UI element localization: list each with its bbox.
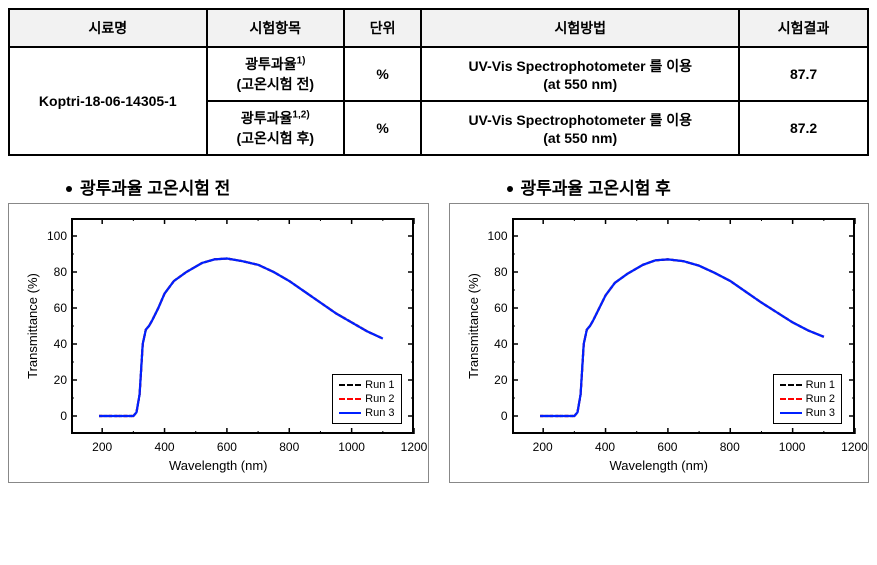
chart-left-col: 광투과율 고온시험 전 0 20 40 60 80 100 200 400 600 800 1000… xyxy=(8,174,429,483)
legend-item: Run 2 xyxy=(339,392,394,406)
x-axis-label: Wavelength (nm) xyxy=(450,458,869,473)
legend-item: Run 1 xyxy=(780,378,835,392)
table-header: 시료명 xyxy=(9,9,207,47)
chart-right-title-text: 광투과율 고온시험 후 xyxy=(521,179,671,198)
chart-right-col: 광투과율 고온시험 후 0 20 40 60 80 100 200 400 600 800 1000… xyxy=(449,174,870,483)
xtick-label: 800 xyxy=(269,440,309,454)
ytick-label: 80 xyxy=(37,265,67,279)
xtick-label: 1000 xyxy=(332,440,372,454)
bullet-icon xyxy=(507,186,513,192)
legend-label: Run 1 xyxy=(806,378,835,392)
chart-left: 02040608010020040060080010001200Transmit… xyxy=(8,203,429,483)
cell-result: 87.7 xyxy=(739,47,868,101)
legend-label: Run 2 xyxy=(365,392,394,406)
legend-item: Run 3 xyxy=(780,406,835,420)
xtick-label: 400 xyxy=(145,440,185,454)
xtick-label: 1000 xyxy=(772,440,812,454)
xtick-label: 800 xyxy=(710,440,750,454)
legend-label: Run 1 xyxy=(365,378,394,392)
legend-label: Run 3 xyxy=(806,406,835,420)
ytick-label: 80 xyxy=(478,265,508,279)
legend-swatch xyxy=(339,398,361,400)
table-header: 시험방법 xyxy=(421,9,739,47)
legend: Run 1Run 2Run 3 xyxy=(773,374,842,424)
legend-item: Run 3 xyxy=(339,406,394,420)
ytick-label: 100 xyxy=(478,229,508,243)
chart-left-title: 광투과율 고온시험 전 xyxy=(66,174,429,199)
legend-swatch xyxy=(780,398,802,400)
chart-left-title-text: 광투과율 고온시험 전 xyxy=(80,179,230,198)
legend-swatch xyxy=(339,384,361,386)
cell-item: 광투과율1,2)(고온시험 후) xyxy=(207,101,344,155)
table-header: 시험항목 xyxy=(207,9,344,47)
legend-swatch xyxy=(339,412,361,414)
xtick-label: 600 xyxy=(207,440,247,454)
legend-swatch xyxy=(780,384,802,386)
xtick-label: 1200 xyxy=(835,440,875,454)
ytick-label: 20 xyxy=(478,373,508,387)
cell-sample-name: Koptri-18-06-14305-1 xyxy=(9,47,207,155)
y-axis-label: Transmittance (%) xyxy=(466,273,481,379)
table-header: 시험결과 xyxy=(739,9,868,47)
cell-method: UV-Vis Spectrophotometer 를 이용(at 550 nm) xyxy=(421,47,739,101)
legend-label: Run 2 xyxy=(806,392,835,406)
cell-result: 87.2 xyxy=(739,101,868,155)
xtick-label: 200 xyxy=(523,440,563,454)
xtick-label: 600 xyxy=(647,440,687,454)
xtick-label: 200 xyxy=(82,440,122,454)
legend-swatch xyxy=(780,412,802,414)
x-axis-label: Wavelength (nm) xyxy=(9,458,428,473)
xtick-label: 1200 xyxy=(394,440,434,454)
ytick-label: 60 xyxy=(478,301,508,315)
legend-item: Run 1 xyxy=(339,378,394,392)
ytick-label: 0 xyxy=(37,409,67,423)
xtick-label: 400 xyxy=(585,440,625,454)
bullet-icon xyxy=(66,186,72,192)
chart-right: 02040608010020040060080010001200Transmit… xyxy=(449,203,870,483)
ytick-label: 40 xyxy=(37,337,67,351)
ytick-label: 40 xyxy=(478,337,508,351)
chart-right-title: 광투과율 고온시험 후 xyxy=(507,174,870,199)
ytick-label: 20 xyxy=(37,373,67,387)
results-table: 시료명시험항목단위시험방법시험결과 Koptri-18-06-14305-1광투… xyxy=(8,8,869,156)
cell-method: UV-Vis Spectrophotometer 를 이용(at 550 nm) xyxy=(421,101,739,155)
legend: Run 1Run 2Run 3 xyxy=(332,374,401,424)
cell-unit: % xyxy=(344,47,421,101)
table-header: 단위 xyxy=(344,9,421,47)
charts-row: 광투과율 고온시험 전 0204060801002004006008001000… xyxy=(8,174,869,483)
table-row: Koptri-18-06-14305-1광투과율1)(고온시험 전)%UV-Vi… xyxy=(9,47,868,101)
y-axis-label: Transmittance (%) xyxy=(25,273,40,379)
legend-label: Run 3 xyxy=(365,406,394,420)
ytick-label: 0 xyxy=(478,409,508,423)
cell-unit: % xyxy=(344,101,421,155)
ytick-label: 100 xyxy=(37,229,67,243)
ytick-label: 60 xyxy=(37,301,67,315)
cell-item: 광투과율1)(고온시험 전) xyxy=(207,47,344,101)
legend-item: Run 2 xyxy=(780,392,835,406)
